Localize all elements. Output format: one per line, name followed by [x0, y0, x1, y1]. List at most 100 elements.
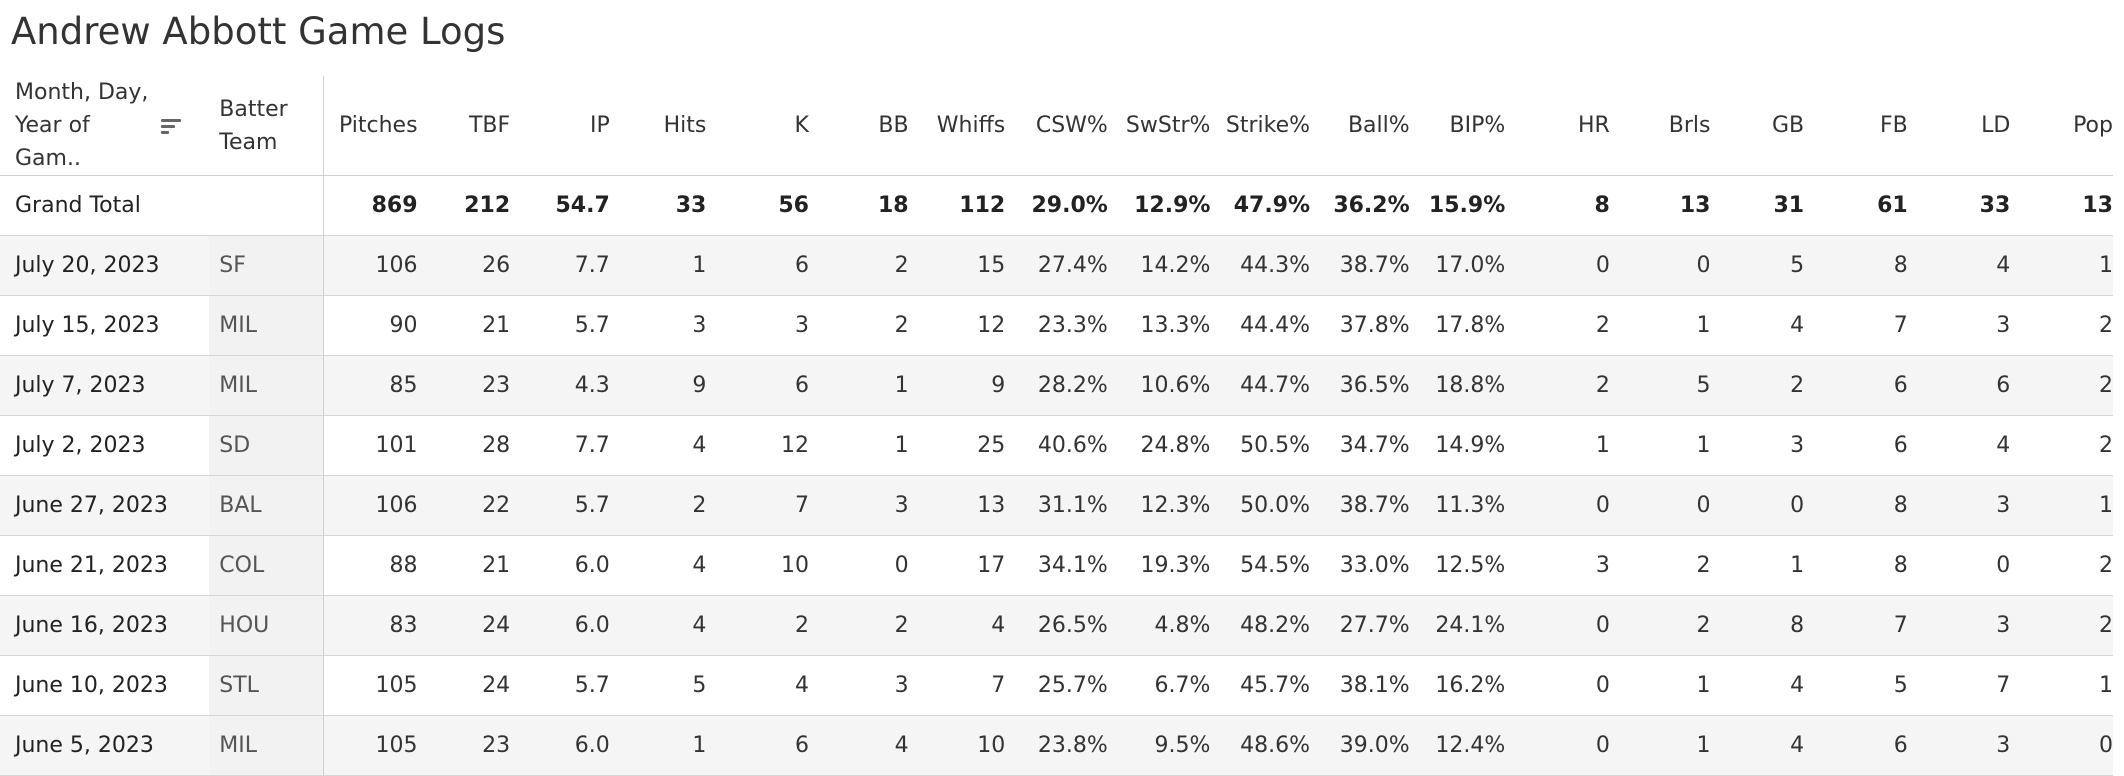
row-stat-cell: 4	[816, 715, 917, 776]
column-header-fb[interactable]: FB	[1815, 76, 1916, 176]
row-stat-cell: 1	[617, 715, 718, 776]
row-stat-cell: 13	[916, 475, 1017, 536]
row-stat-cell: 5	[617, 655, 718, 716]
column-header-strike-pct[interactable]: Strike%	[1215, 76, 1316, 176]
row-stat-cell: 38.1%	[1315, 655, 1415, 716]
row-stat-cell: 8	[1815, 235, 1916, 296]
row-stat-cell: 7	[916, 655, 1017, 716]
row-stat-cell: 23.8%	[1016, 715, 1116, 776]
table-row: June 16, 2023 HOU 83 24 6.0 4 2 2 4 26.5% 4.8% 48.2…	[0, 595, 2113, 656]
row-stat-cell: 38.7%	[1315, 235, 1415, 296]
column-header-pitches[interactable]: Pitches	[323, 76, 418, 176]
row-stat-cell: 27.4%	[1016, 235, 1116, 296]
row-stat-cell: 12.3%	[1115, 475, 1216, 536]
row-stat-cell: 1	[1614, 715, 1716, 776]
row-stat-cell: 0	[1515, 715, 1615, 776]
column-header-bb[interactable]: BB	[816, 76, 917, 176]
row-stat-cell: 9	[617, 355, 718, 416]
row-stat-cell: 4	[916, 595, 1017, 656]
row-stat-cell: 1	[2015, 655, 2113, 716]
row-stat-cell: 27.7%	[1315, 595, 1415, 656]
table-row: June 27, 2023 BAL 106 22 5.7 2 7 3 13 31.1% 12.3% 5…	[0, 475, 2113, 536]
row-stat-cell: 1	[2015, 475, 2113, 536]
row-stat-cell: 11.3%	[1414, 475, 1516, 536]
column-header-date[interactable]: Month, Day, Year of Gam..	[0, 76, 210, 176]
column-header-date-label: Month, Day, Year of Gam..	[15, 80, 149, 171]
row-stat-cell: 3	[1915, 475, 2016, 536]
column-header-brls[interactable]: Brls	[1614, 76, 1716, 176]
column-header-ld[interactable]: LD	[1915, 76, 2016, 176]
row-stat-cell: 3	[1915, 295, 2016, 356]
column-header-ball-pct[interactable]: Ball%	[1315, 76, 1415, 176]
row-stat-cell: 6	[1915, 355, 2016, 416]
row-stat-cell: 101	[323, 415, 418, 476]
row-stat-cell: 25	[916, 415, 1017, 476]
row-date-cell: July 15, 2023	[0, 295, 210, 356]
row-stat-cell: 40.6%	[1016, 415, 1116, 476]
row-stat-cell: 37.8%	[1315, 295, 1415, 356]
row-stat-cell: 17.0%	[1414, 235, 1516, 296]
row-stat-cell: 7	[1815, 295, 1916, 356]
row-stat-cell: 21	[417, 295, 519, 356]
row-stat-cell: 6.7%	[1115, 655, 1216, 716]
grand-total-cell: 36.2%	[1315, 175, 1415, 236]
column-header-ip[interactable]: IP	[518, 76, 618, 176]
row-stat-cell: 1	[1614, 415, 1716, 476]
grand-total-cell: 29.0%	[1016, 175, 1116, 236]
row-stat-cell: 4	[1715, 715, 1816, 776]
row-stat-cell: 6	[717, 355, 817, 416]
row-stat-cell: 26	[417, 235, 519, 296]
row-stat-cell: 6	[1815, 415, 1916, 476]
row-stat-cell: 3	[617, 295, 718, 356]
row-stat-cell: 1	[816, 355, 917, 416]
row-stat-cell: 5.7	[518, 475, 618, 536]
row-stat-cell: 21	[417, 535, 519, 596]
grand-total-cell: 13	[1614, 175, 1716, 236]
row-date-cell: June 27, 2023	[0, 475, 210, 536]
grand-total-cell: 13	[2015, 175, 2113, 236]
row-stat-cell: 50.0%	[1215, 475, 1316, 536]
row-stat-cell: 2	[816, 595, 917, 656]
row-stat-cell: 44.3%	[1215, 235, 1316, 296]
row-stat-cell: 50.5%	[1215, 415, 1316, 476]
column-header-team[interactable]: Batter Team	[209, 76, 325, 176]
row-stat-cell: 4	[717, 655, 817, 716]
grand-total-row: Grand Total 869 212 54.7 33 56 18 112 29.0% 12.9…	[0, 175, 2113, 236]
row-stat-cell: 45.7%	[1215, 655, 1316, 716]
column-header-bip-pct[interactable]: BIP%	[1414, 76, 1516, 176]
row-stat-cell: 48.6%	[1215, 715, 1316, 776]
column-header-csw-pct[interactable]: CSW%	[1016, 76, 1116, 176]
row-stat-cell: 3	[1515, 535, 1615, 596]
grand-total-cell: 47.9%	[1215, 175, 1316, 236]
row-stat-cell: 1	[617, 235, 718, 296]
row-team-cell: STL	[209, 655, 325, 716]
row-team-cell: MIL	[209, 295, 325, 356]
row-stat-cell: 3	[1715, 415, 1816, 476]
column-header-hr[interactable]: HR	[1515, 76, 1615, 176]
sort-descending-icon[interactable]	[160, 117, 181, 135]
row-stat-cell: 0	[2015, 715, 2113, 776]
row-stat-cell: 90	[323, 295, 418, 356]
table-row: July 20, 2023 SF 106 26 7.7 1 6 2 15 27.4% 14.2% 44…	[0, 235, 2113, 296]
column-header-tbf[interactable]: TBF	[417, 76, 519, 176]
row-stat-cell: 6	[1815, 715, 1916, 776]
row-stat-cell: 25.7%	[1016, 655, 1116, 716]
row-team-cell: BAL	[209, 475, 325, 536]
row-stat-cell: 36.5%	[1315, 355, 1415, 416]
column-header-swstr-pct[interactable]: SwStr%	[1115, 76, 1216, 176]
column-header-gb[interactable]: GB	[1715, 76, 1816, 176]
column-header-pop[interactable]: Pop	[2015, 76, 2113, 176]
row-stat-cell: 23.3%	[1016, 295, 1116, 356]
column-header-k[interactable]: K	[717, 76, 817, 176]
table-header-row: Month, Day, Year of Gam.. Batter Team Pi…	[0, 76, 2113, 176]
row-stat-cell: 7.7	[518, 235, 618, 296]
row-stat-cell: 23	[417, 355, 519, 416]
grand-total-cell: 18	[816, 175, 917, 236]
column-header-whiffs[interactable]: Whiffs	[916, 76, 1017, 176]
row-stat-cell: 5	[1715, 235, 1816, 296]
row-stat-cell: 2	[2015, 595, 2113, 656]
row-date-cell: June 21, 2023	[0, 535, 210, 596]
row-stat-cell: 3	[1915, 715, 2016, 776]
column-header-hits[interactable]: Hits	[617, 76, 718, 176]
row-date-cell: July 7, 2023	[0, 355, 210, 416]
